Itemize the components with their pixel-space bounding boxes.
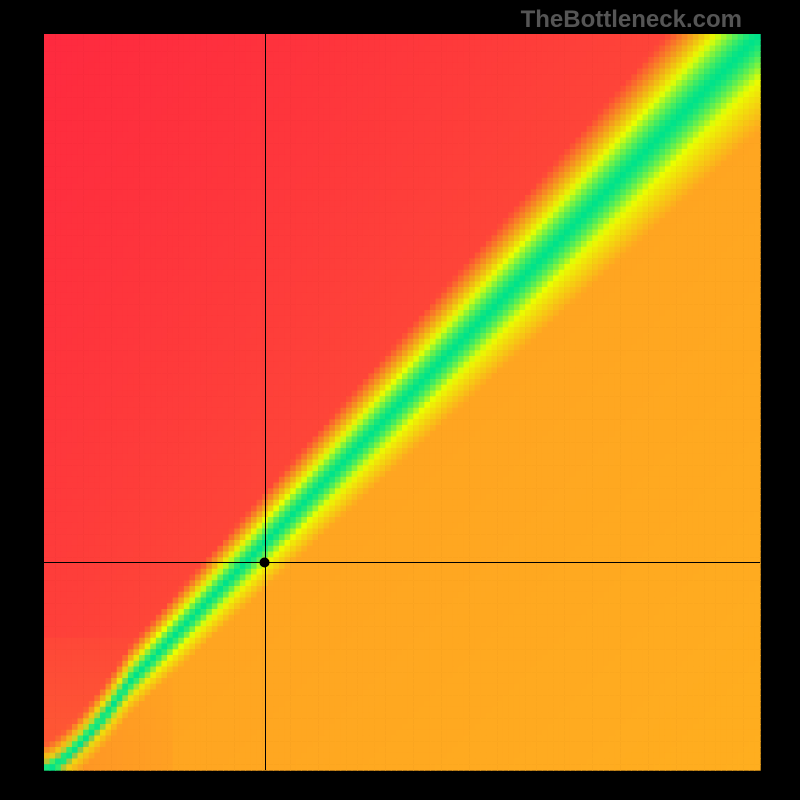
watermark-text: TheBottleneck.com — [521, 6, 742, 34]
bottleneck-heatmap — [0, 0, 800, 800]
